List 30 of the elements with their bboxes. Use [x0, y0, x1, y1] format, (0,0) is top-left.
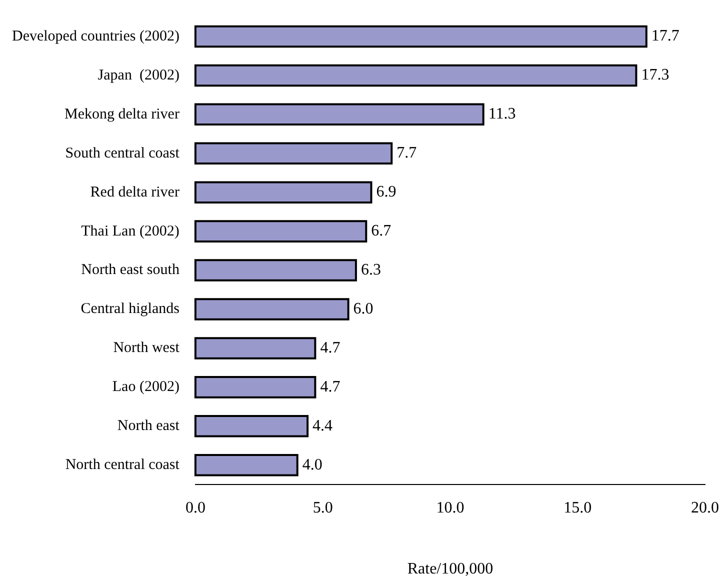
y-tick-label: North west — [113, 340, 180, 356]
y-tick-label: Thai Lan (2002) — [81, 223, 180, 240]
y-tick-label: Red delta river — [90, 184, 180, 200]
y-tick-label: Developed countries (2002) — [12, 28, 180, 44]
data-label: 6.0 — [353, 300, 374, 318]
data-label: 4.4 — [312, 417, 333, 434]
y-tick-label: Central higlands — [80, 301, 180, 318]
data-label: 6.9 — [376, 184, 396, 201]
data-label: 6.7 — [371, 222, 392, 240]
data-label: 17.7 — [651, 28, 680, 45]
x-tick-label: 10.0 — [436, 499, 464, 516]
data-label: 11.3 — [488, 106, 516, 123]
x-axis-title: Rate/100,000 — [407, 560, 494, 578]
y-tick-label: Lao (2002) — [112, 379, 180, 396]
data-label: 17.3 — [641, 66, 670, 84]
y-tick-label: South central coast — [65, 145, 180, 162]
y-tick-label: Japan (2002) — [98, 67, 180, 84]
x-tick-label: 0.0 — [185, 499, 206, 516]
y-tick-label: North east — [117, 418, 180, 434]
data-label: 4.7 — [320, 378, 340, 396]
data-label: 4.7 — [320, 339, 340, 356]
x-tick-label: 15.0 — [564, 499, 592, 516]
data-label: 6.3 — [360, 261, 381, 278]
x-tick-label: 5.0 — [312, 499, 333, 516]
x-tick-label: 20.0 — [691, 499, 719, 516]
y-tick-label: North east south — [81, 262, 180, 278]
data-label: 4.0 — [302, 456, 322, 474]
y-tick-label: North central coast — [65, 457, 180, 474]
y-tick-label: Mekong delta river — [64, 106, 180, 122]
data-label: 7.7 — [396, 144, 417, 162]
